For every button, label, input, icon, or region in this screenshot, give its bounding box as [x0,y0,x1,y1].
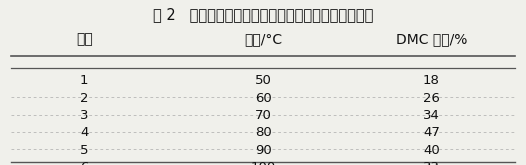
Text: 60: 60 [255,92,271,105]
Text: 3: 3 [80,109,88,122]
Text: DMC 产率/%: DMC 产率/% [396,33,467,47]
Text: 40: 40 [423,144,440,157]
Text: 表 2   甲醇和二氧化碳合成碳酸二甲酯反应温度的筛选: 表 2 甲醇和二氧化碳合成碳酸二甲酯反应温度的筛选 [153,7,373,22]
Text: 18: 18 [423,74,440,87]
Text: 1: 1 [80,74,88,87]
Text: 47: 47 [423,126,440,139]
Text: 50: 50 [255,74,271,87]
Text: 序号: 序号 [76,33,93,47]
Text: 100: 100 [250,161,276,165]
Text: 90: 90 [255,144,271,157]
Text: 33: 33 [423,161,440,165]
Text: 温度/°C: 温度/°C [244,33,282,47]
Text: 6: 6 [80,161,88,165]
Text: 80: 80 [255,126,271,139]
Text: 5: 5 [80,144,88,157]
Text: 34: 34 [423,109,440,122]
Text: 70: 70 [255,109,271,122]
Text: 4: 4 [80,126,88,139]
Text: 26: 26 [423,92,440,105]
Text: 2: 2 [80,92,88,105]
